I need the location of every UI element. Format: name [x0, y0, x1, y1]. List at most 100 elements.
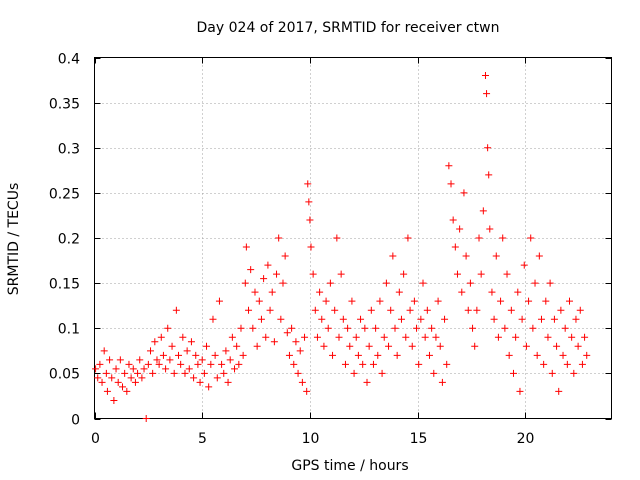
data-point [253, 342, 261, 350]
data-point [318, 315, 326, 323]
data-point [103, 387, 111, 395]
data-point [200, 369, 208, 377]
data-point [136, 356, 144, 364]
data-point [313, 333, 321, 341]
data-point [410, 297, 418, 305]
data-point [406, 306, 414, 314]
data-point [140, 365, 148, 373]
data-point [147, 347, 155, 355]
data-point [512, 333, 520, 341]
data-point [372, 324, 380, 332]
data-point [257, 315, 265, 323]
x-tick-label: 5 [198, 431, 207, 447]
data-point [307, 243, 315, 251]
data-point [198, 356, 206, 364]
data-point [499, 234, 507, 242]
data-point [548, 369, 556, 377]
data-point [449, 216, 457, 224]
data-point [324, 324, 332, 332]
data-point [535, 252, 543, 260]
data-point [402, 333, 410, 341]
data-point [445, 162, 453, 170]
data-point [233, 342, 241, 350]
data-point [298, 378, 306, 386]
data-points [92, 72, 591, 422]
data-point [231, 365, 239, 373]
data-point [456, 225, 464, 233]
data-point [475, 234, 483, 242]
data-point [483, 90, 491, 98]
data-point [125, 360, 133, 368]
data-point [183, 347, 191, 355]
data-point [100, 347, 108, 355]
data-point [157, 333, 165, 341]
data-point [335, 333, 343, 341]
data-point [187, 338, 195, 346]
y-tick-label: 0.35 [49, 97, 80, 113]
data-point [471, 342, 479, 350]
data-point [339, 315, 347, 323]
data-point [121, 369, 129, 377]
data-point [525, 297, 533, 305]
data-point [509, 369, 517, 377]
data-point [209, 315, 217, 323]
data-point [226, 356, 234, 364]
data-point [326, 279, 334, 287]
data-point [331, 306, 339, 314]
data-point [382, 279, 390, 287]
data-point [251, 288, 259, 296]
data-point [451, 243, 459, 251]
data-point [365, 342, 373, 350]
data-point [268, 288, 276, 296]
data-point [359, 360, 367, 368]
data-point [380, 333, 388, 341]
data-point [458, 288, 466, 296]
data-point [283, 329, 291, 337]
data-point [354, 351, 362, 359]
data-point [555, 387, 563, 395]
data-point [129, 365, 137, 373]
data-point [262, 333, 270, 341]
data-point [389, 252, 397, 260]
data-point [119, 383, 127, 391]
data-point [224, 378, 232, 386]
data-point [294, 369, 302, 377]
data-point [304, 180, 312, 188]
data-point [341, 360, 349, 368]
data-point [222, 347, 230, 355]
data-point [279, 279, 287, 287]
data-point [466, 279, 474, 287]
data-point [303, 387, 311, 395]
data-point [391, 324, 399, 332]
data-point [419, 279, 427, 287]
data-point [213, 374, 221, 382]
data-point [522, 342, 530, 350]
data-point [395, 288, 403, 296]
data-point [570, 369, 578, 377]
data-point [443, 360, 451, 368]
data-point [239, 351, 247, 359]
data-point [96, 360, 104, 368]
data-point [494, 333, 502, 341]
data-point [144, 360, 152, 368]
data-point [531, 279, 539, 287]
data-point [501, 324, 509, 332]
data-point [428, 324, 436, 332]
data-point [162, 365, 170, 373]
data-point [441, 315, 449, 323]
data-point [275, 234, 283, 242]
data-point [563, 360, 571, 368]
data-point [211, 351, 219, 359]
data-point [98, 378, 106, 386]
data-point [453, 270, 461, 278]
data-point [306, 216, 314, 224]
data-point [311, 306, 319, 314]
data-point [305, 198, 313, 206]
data-point [481, 72, 489, 80]
data-point [348, 297, 356, 305]
data-point [92, 365, 100, 373]
data-point [131, 378, 139, 386]
data-point [415, 360, 423, 368]
data-point [559, 351, 567, 359]
data-point [237, 324, 245, 332]
